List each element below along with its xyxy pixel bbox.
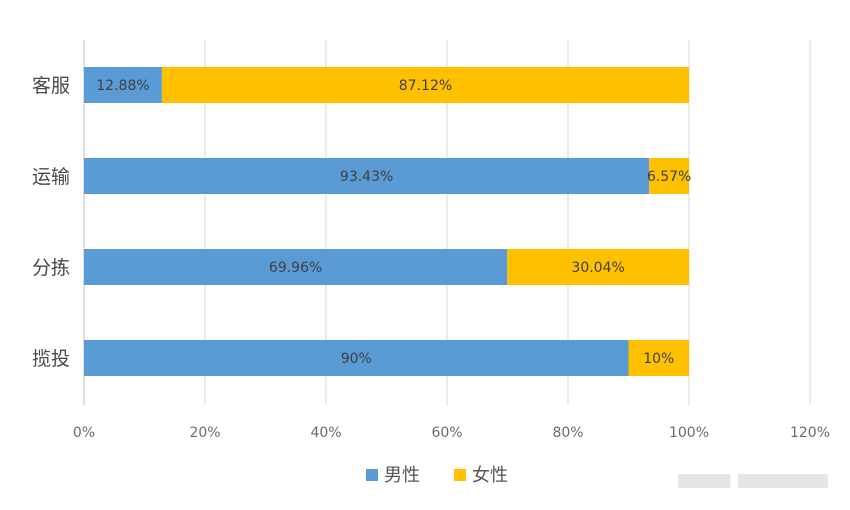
legend-swatch [454, 469, 466, 481]
bar-data-label: 93.43% [340, 169, 393, 185]
bar-data-label: 12.88% [96, 78, 149, 94]
bar-male [84, 340, 629, 376]
legend-label: 男性 [384, 465, 420, 486]
legend: 男性 女性 [366, 465, 508, 486]
bar-data-label: 10% [643, 351, 674, 367]
bar-data-label: 87.12% [399, 78, 452, 94]
x-tick-label: 60% [431, 425, 462, 441]
legend-swatch [366, 469, 378, 481]
category-label: 分拣 [32, 257, 70, 279]
legend-label: 女性 [472, 465, 508, 486]
bar-data-label: 6.57% [647, 169, 691, 185]
category-label: 客服 [32, 75, 70, 97]
bar-data-label: 30.04% [571, 260, 624, 276]
x-tick-label: 0% [73, 425, 95, 441]
x-tick-label: 40% [310, 425, 341, 441]
bar-female [649, 158, 689, 194]
x-tick-label: 120% [790, 425, 830, 441]
x-tick-label: 100% [669, 425, 709, 441]
x-tick-label: 20% [189, 425, 220, 441]
bar-female [628, 340, 689, 376]
x-tick-label: 80% [552, 425, 583, 441]
bar-female [161, 67, 689, 103]
bar-data-label: 69.96% [269, 260, 322, 276]
category-label: 运输 [32, 166, 70, 188]
bar-data-labels: 12.88% 87.12% 93.43% 6.57% 69.96% 30.04% 90% 10… [96, 78, 691, 367]
watermark [678, 474, 828, 488]
bars [84, 67, 689, 376]
bar-male [84, 67, 162, 103]
bar-male [84, 249, 508, 285]
bar-male [84, 158, 650, 194]
bar-female [507, 249, 689, 285]
bar-data-label: 90% [341, 351, 372, 367]
x-tick-labels: 0% 20% 40% 60% 80% 100% 120% [73, 425, 830, 441]
category-label: 揽投 [32, 348, 70, 370]
